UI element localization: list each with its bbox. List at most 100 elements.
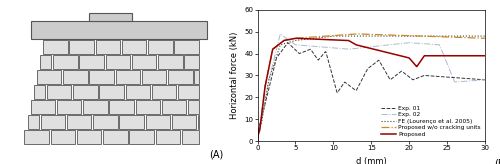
Bar	[30, 100, 55, 114]
Bar	[40, 55, 52, 69]
Exp. 01	[314, 57, 320, 59]
Bar	[103, 130, 128, 144]
Exp. 02	[389, 43, 395, 45]
Bar	[172, 115, 197, 129]
Exp. 02	[254, 140, 260, 142]
Text: (A): (A)	[209, 149, 224, 159]
Line: Exp. 02: Exp. 02	[258, 34, 485, 141]
Proposed w/o cracking units	[254, 140, 260, 142]
Legend: Exp. 01, Exp. 02, FE (Lourenço et al. 2005), Proposed w/o cracking units, Propos: Exp. 01, Exp. 02, FE (Lourenço et al. 20…	[380, 104, 482, 138]
Bar	[40, 115, 65, 129]
Bar	[30, 21, 207, 39]
Exp. 02	[407, 42, 413, 44]
Bar	[34, 85, 45, 99]
Proposed	[314, 38, 320, 40]
Proposed w/o cracking units	[358, 33, 364, 35]
Bar	[57, 100, 82, 114]
FE (Lourenço et al. 2005)	[295, 39, 301, 41]
Exp. 01	[295, 51, 301, 53]
Proposed	[482, 55, 488, 57]
Exp. 01	[358, 81, 364, 83]
Bar	[47, 85, 72, 99]
Bar	[174, 40, 199, 54]
FE (Lourenço et al. 2005)	[482, 35, 488, 37]
Line: Exp. 01: Exp. 01	[258, 43, 485, 141]
Bar	[182, 130, 199, 144]
Bar	[43, 40, 68, 54]
Exp. 02	[482, 79, 488, 81]
Y-axis label: Horizontal force (kN): Horizontal force (kN)	[230, 32, 239, 119]
Bar	[148, 40, 172, 54]
Bar	[24, 130, 49, 144]
Bar	[132, 55, 156, 69]
X-axis label: d (mm): d (mm)	[356, 157, 386, 164]
Proposed	[295, 37, 301, 39]
Exp. 02	[426, 43, 432, 45]
Proposed	[358, 45, 364, 47]
Proposed w/o cracking units	[482, 37, 488, 39]
Proposed	[254, 140, 260, 142]
FE (Lourenço et al. 2005)	[389, 35, 395, 37]
Bar	[67, 115, 92, 129]
Exp. 01	[285, 42, 291, 44]
Bar	[37, 70, 62, 84]
Line: Proposed w/o cracking units: Proposed w/o cracking units	[258, 34, 485, 141]
Bar	[122, 40, 146, 54]
Bar	[77, 130, 102, 144]
Bar	[146, 115, 170, 129]
Proposed w/o cracking units	[353, 33, 359, 35]
Bar	[156, 130, 180, 144]
Bar	[28, 115, 39, 129]
Line: Proposed: Proposed	[258, 38, 485, 141]
Bar	[83, 100, 108, 114]
Bar	[63, 70, 88, 84]
Bar	[178, 85, 199, 99]
Bar	[152, 85, 176, 99]
Exp. 02	[314, 46, 320, 48]
Bar	[126, 85, 150, 99]
Bar	[100, 85, 124, 99]
Exp. 01	[407, 76, 413, 78]
Bar	[80, 55, 104, 69]
FE (Lourenço et al. 2005)	[254, 140, 260, 142]
Exp. 02	[295, 44, 301, 46]
Proposed	[292, 37, 298, 39]
FE (Lourenço et al. 2005)	[358, 35, 364, 37]
Bar	[73, 85, 98, 99]
Proposed w/o cracking units	[407, 35, 413, 37]
Exp. 01	[389, 78, 395, 80]
Bar	[184, 55, 199, 69]
Proposed w/o cracking units	[426, 35, 432, 37]
Exp. 01	[482, 79, 488, 81]
Proposed w/o cracking units	[313, 36, 319, 38]
Bar	[130, 130, 154, 144]
Bar	[110, 100, 134, 114]
Bar	[93, 115, 118, 129]
Line: FE (Lourenço et al. 2005): FE (Lourenço et al. 2005)	[258, 36, 485, 141]
Bar	[158, 55, 182, 69]
Bar	[116, 70, 140, 84]
Proposed	[389, 53, 395, 55]
FE (Lourenço et al. 2005)	[407, 35, 413, 37]
Bar	[188, 100, 199, 114]
Proposed w/o cracking units	[389, 34, 395, 36]
Text: (B): (B)	[494, 158, 500, 164]
Bar	[120, 115, 144, 129]
Proposed	[426, 55, 432, 57]
Bar	[162, 100, 186, 114]
FE (Lourenço et al. 2005)	[426, 35, 432, 37]
FE (Lourenço et al. 2005)	[313, 37, 319, 39]
Bar	[90, 13, 132, 21]
Bar	[96, 40, 120, 54]
Bar	[53, 55, 78, 69]
Bar	[142, 70, 167, 84]
Bar	[198, 115, 199, 129]
Bar	[168, 70, 192, 84]
Exp. 02	[278, 33, 283, 35]
Exp. 01	[254, 140, 260, 142]
Bar	[50, 130, 75, 144]
Bar	[106, 55, 130, 69]
FE (Lourenço et al. 2005)	[330, 35, 336, 37]
Bar	[136, 100, 160, 114]
Proposed w/o cracking units	[295, 37, 301, 39]
